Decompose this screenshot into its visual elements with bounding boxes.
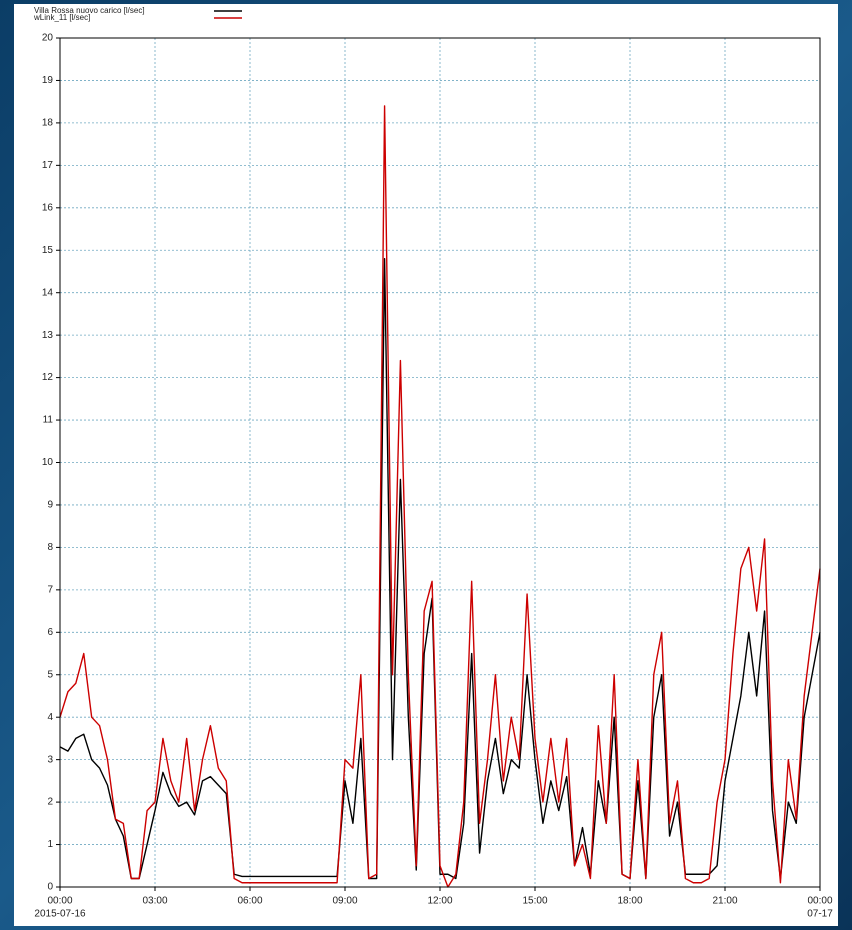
- legend-label: wLink_11 [l/sec]: [33, 13, 90, 22]
- y-tick-label: 14: [42, 287, 54, 298]
- series-line: [59, 105, 821, 888]
- x-tick-label: 21:00: [712, 896, 737, 907]
- y-tick-label: 3: [47, 754, 53, 765]
- x-tick-date: 07-17: [807, 909, 833, 920]
- x-tick-label: 15:00: [522, 896, 547, 907]
- x-tick-date: 2015-07-16: [34, 909, 86, 920]
- x-tick-label: 12:00: [427, 896, 452, 907]
- y-tick-label: 17: [42, 160, 54, 171]
- plot-lines: [59, 105, 821, 888]
- y-tick-label: 18: [42, 118, 54, 129]
- series-line: [59, 258, 821, 880]
- x-tick-label: 09:00: [332, 896, 357, 907]
- y-tick-label: 2: [47, 797, 53, 808]
- y-tick-label: 16: [42, 202, 54, 213]
- y-tick-label: 10: [42, 457, 54, 468]
- y-tick-label: 15: [42, 245, 54, 256]
- x-tick-label: 00:00: [47, 896, 72, 907]
- y-tick-label: 7: [47, 584, 53, 595]
- x-tick-label: 00:00: [807, 896, 832, 907]
- legend-label: Villa Rossa nuovo carico [l/sec]: [34, 6, 145, 15]
- x-tick-label: 03:00: [142, 896, 167, 907]
- chart-panel: [14, 4, 838, 926]
- y-tick-label: 9: [47, 500, 53, 511]
- y-tick-label: 12: [42, 372, 54, 383]
- y-tick-label: 4: [47, 712, 53, 723]
- legend: Villa Rossa nuovo carico [l/sec]wLink_11…: [33, 6, 242, 22]
- axes: 0123456789101112131415161718192000:00201…: [34, 33, 833, 920]
- y-tick-label: 19: [42, 75, 54, 86]
- y-tick-label: 5: [47, 669, 53, 680]
- y-tick-label: 20: [42, 33, 54, 44]
- x-tick-label: 18:00: [617, 896, 642, 907]
- y-tick-label: 11: [43, 415, 54, 426]
- y-tick-label: 13: [42, 330, 54, 341]
- y-tick-label: 8: [47, 542, 53, 553]
- x-tick-label: 06:00: [237, 896, 262, 907]
- y-tick-label: 0: [47, 882, 53, 893]
- y-tick-label: 6: [47, 627, 53, 638]
- grid: [59, 37, 821, 888]
- y-tick-label: 1: [47, 839, 53, 850]
